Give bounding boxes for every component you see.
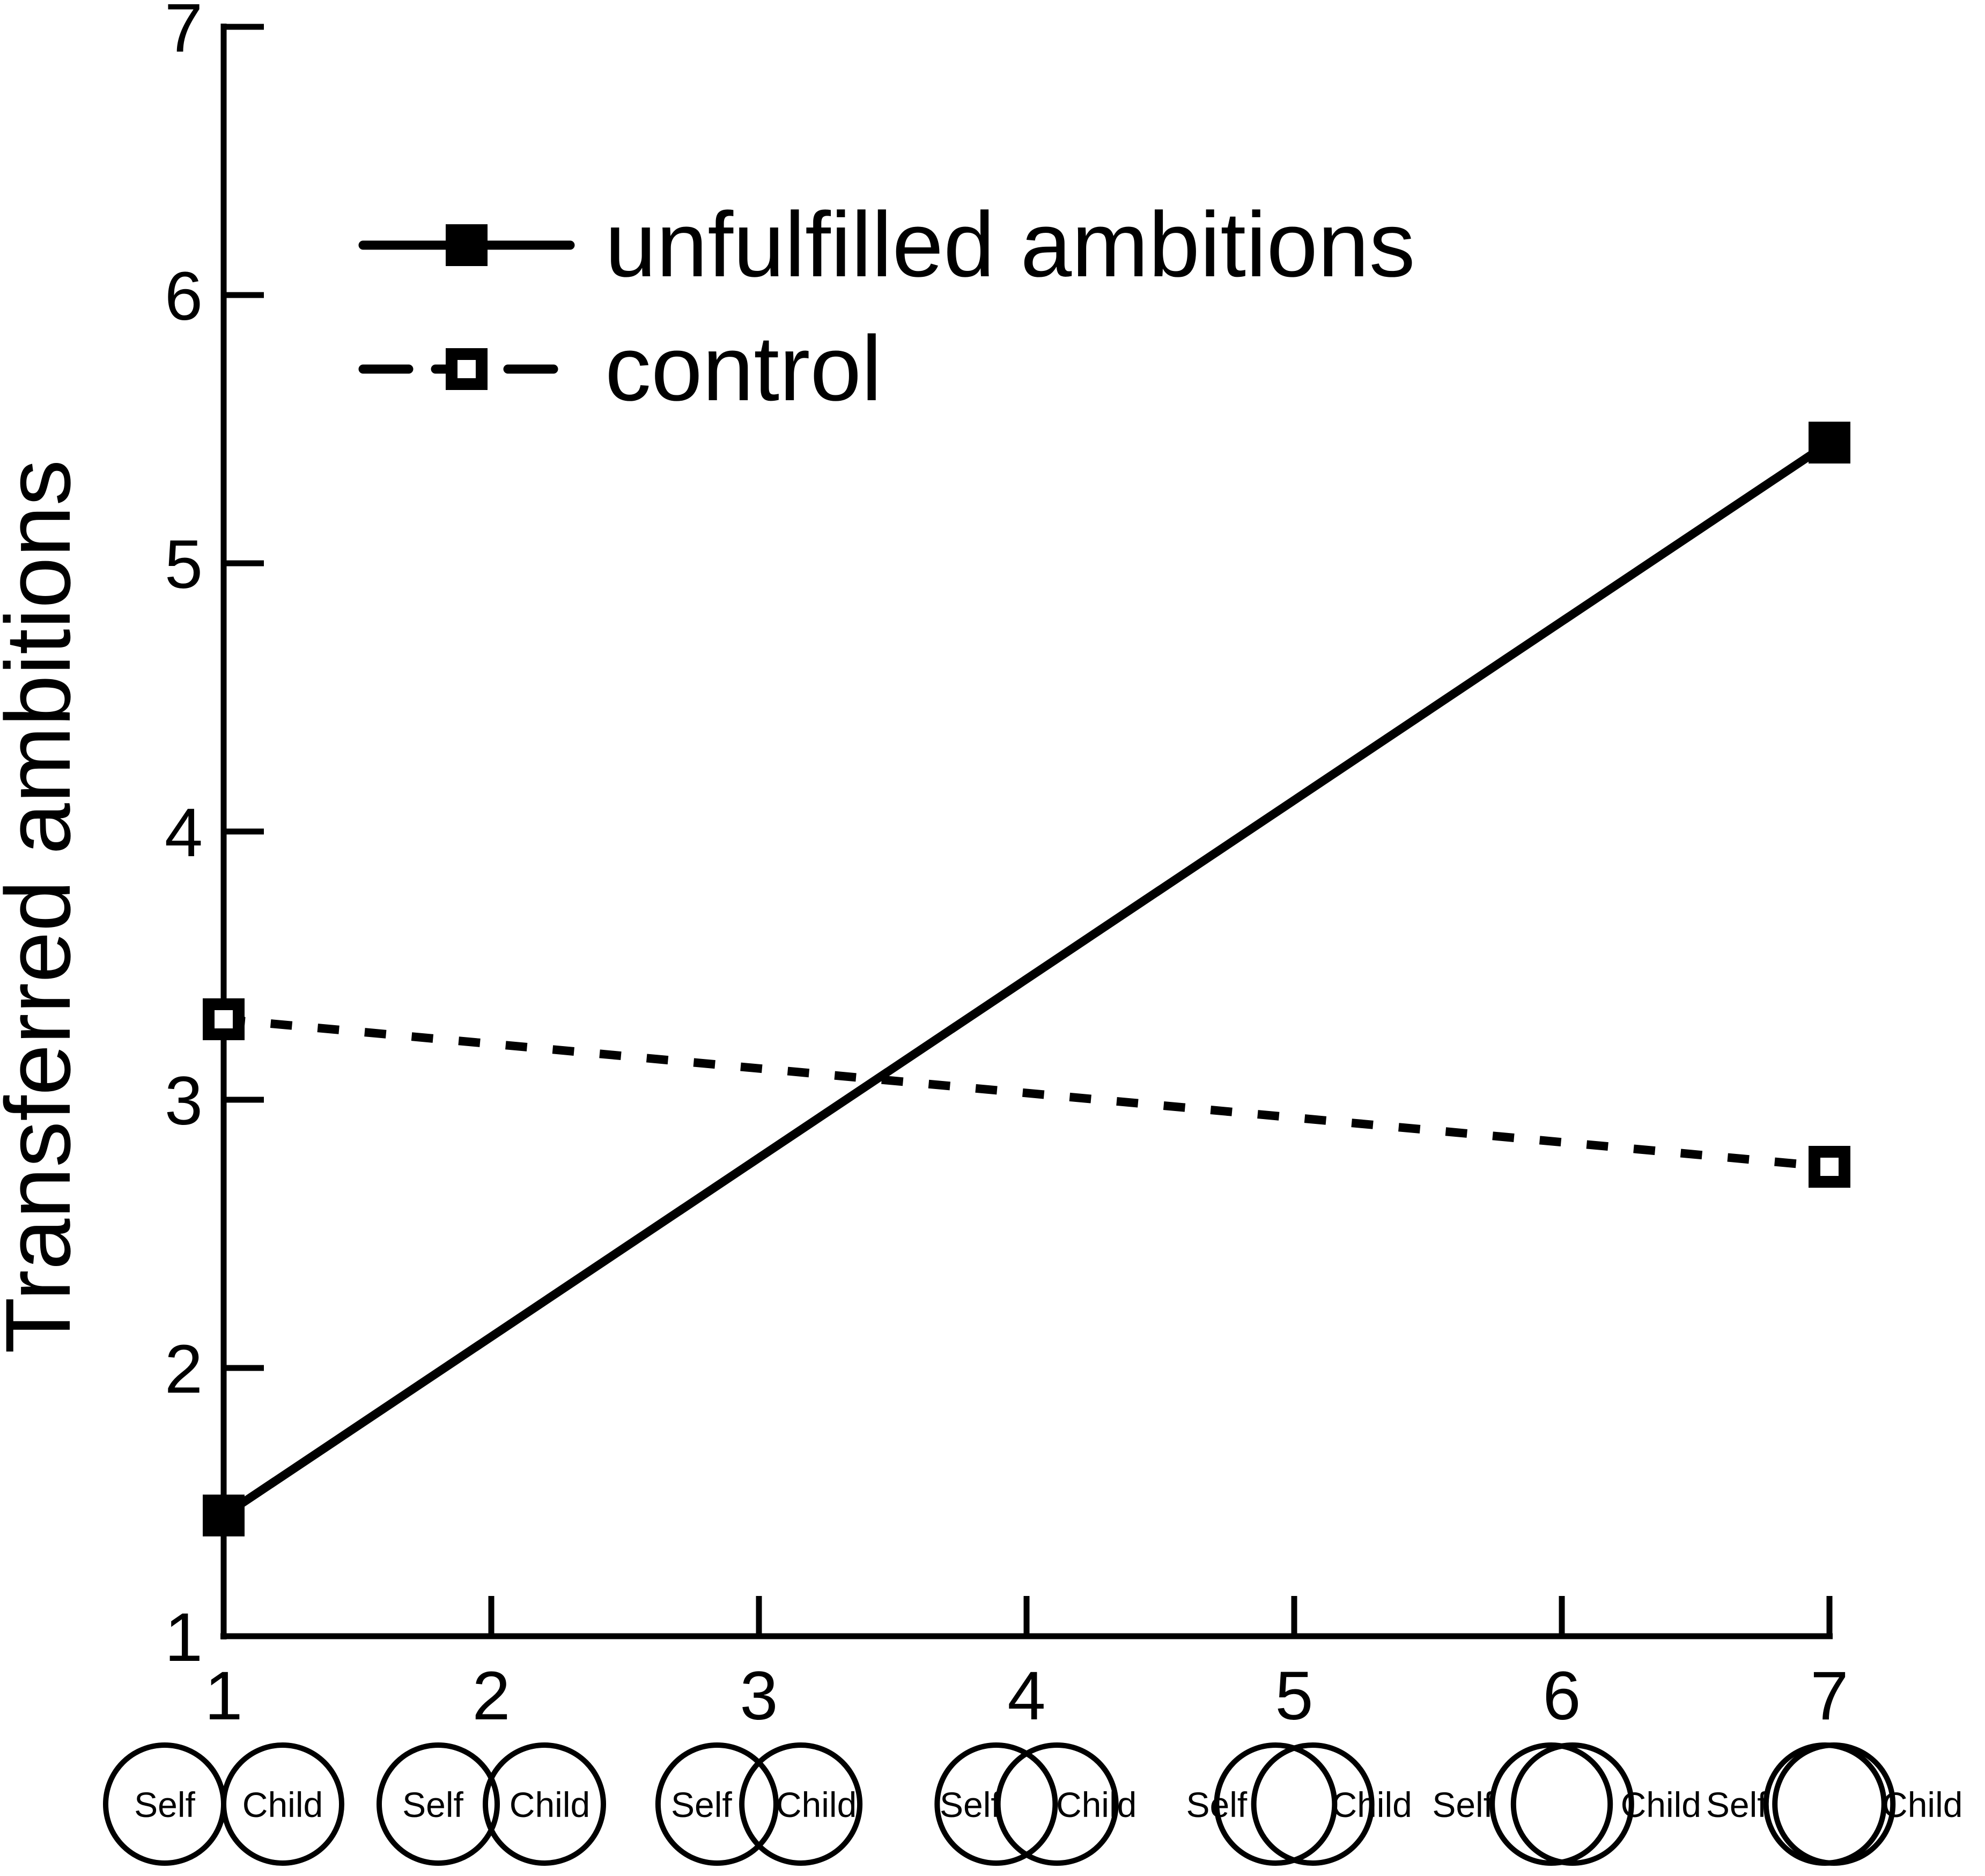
self-circle-6 [1489,1742,1613,1866]
ios-pictogram-5: Self Child [1186,1742,1412,1866]
child-label-3: Child [776,1785,857,1824]
self-label-3: Self [671,1785,732,1824]
series-line-1-dashed [223,1015,1830,1171]
x-tick-label-5: 5 [1275,1658,1313,1734]
child-circle-3 [739,1742,863,1866]
x-tick-label-4: 4 [1007,1658,1045,1734]
child-circle-6 [1510,1742,1634,1866]
ios-pictogram-1: Self Child [103,1742,344,1866]
self-circle-4 [934,1742,1058,1866]
self-circle-5 [1214,1742,1338,1866]
legend-item-1: control [358,317,882,420]
child-label-2: Child [510,1785,590,1824]
marker-open-square-1-1 [1809,1146,1850,1188]
y-tick-label-3: 3 [165,1063,203,1139]
y-tick-label-2: 2 [165,1331,203,1408]
marker-filled-square-0-0 [203,1495,245,1536]
child-label-5: Child [1331,1785,1412,1824]
self-circle-3 [655,1742,779,1866]
series-line-0-solid [221,439,1832,1519]
child-label-1: Child [242,1785,323,1824]
legend-marker-open-square [446,348,488,390]
legend-label-0: unfulfilled ambitions [605,193,1415,296]
y-tick-label-1: 1 [165,1599,203,1676]
child-circle-2 [483,1742,606,1866]
y-tick-label-4: 4 [165,794,203,871]
self-label-5: Self [1186,1785,1247,1824]
y-tick-label-7: 7 [165,0,203,67]
y-tick-label-5: 5 [165,526,203,603]
legend-marker-filled-square [446,224,488,266]
self-label-6: Self [1432,1785,1493,1824]
self-label-1: Self [134,1785,195,1824]
self-label-7: Self [1706,1785,1767,1824]
child-label-4: Child [1056,1785,1137,1824]
child-circle-1 [221,1742,344,1866]
legend-label-1: control [605,317,882,420]
y-axis-title: Transferred ambitions [0,460,90,1354]
child-label-6: Child [1621,1785,1701,1824]
ios-pictogram-2: Self Child [377,1742,606,1866]
x-tick-label-7: 7 [1810,1658,1848,1734]
legend-item-0: unfulfilled ambitions [358,193,1415,296]
ios-pictogram-7: Self Child [1706,1742,1962,1866]
legend: unfulfilled ambitions control [358,193,1415,420]
child-circle-7 [1772,1742,1896,1866]
x-tick-label-1: 1 [204,1658,242,1734]
x-tick-label-3: 3 [740,1658,778,1734]
self-label-4: Self [940,1785,1001,1824]
child-circle-4 [995,1742,1119,1866]
ios-pictogram-6: Self Child [1432,1742,1701,1866]
self-circle-2 [377,1742,500,1866]
child-label-7: Child [1882,1785,1962,1824]
self-label-2: Self [402,1785,463,1824]
x-tick-label-2: 2 [472,1658,510,1734]
ios-pictogram-3: Self Child [655,1742,863,1866]
marker-open-square-1-0 [203,998,245,1040]
y-tick-label-6: 6 [165,258,203,335]
ios-pictogram-4: Self Child [934,1742,1137,1866]
marker-filled-square-0-1 [1809,422,1850,464]
x-tick-label-6: 6 [1543,1658,1581,1734]
child-circle-5 [1251,1742,1375,1866]
